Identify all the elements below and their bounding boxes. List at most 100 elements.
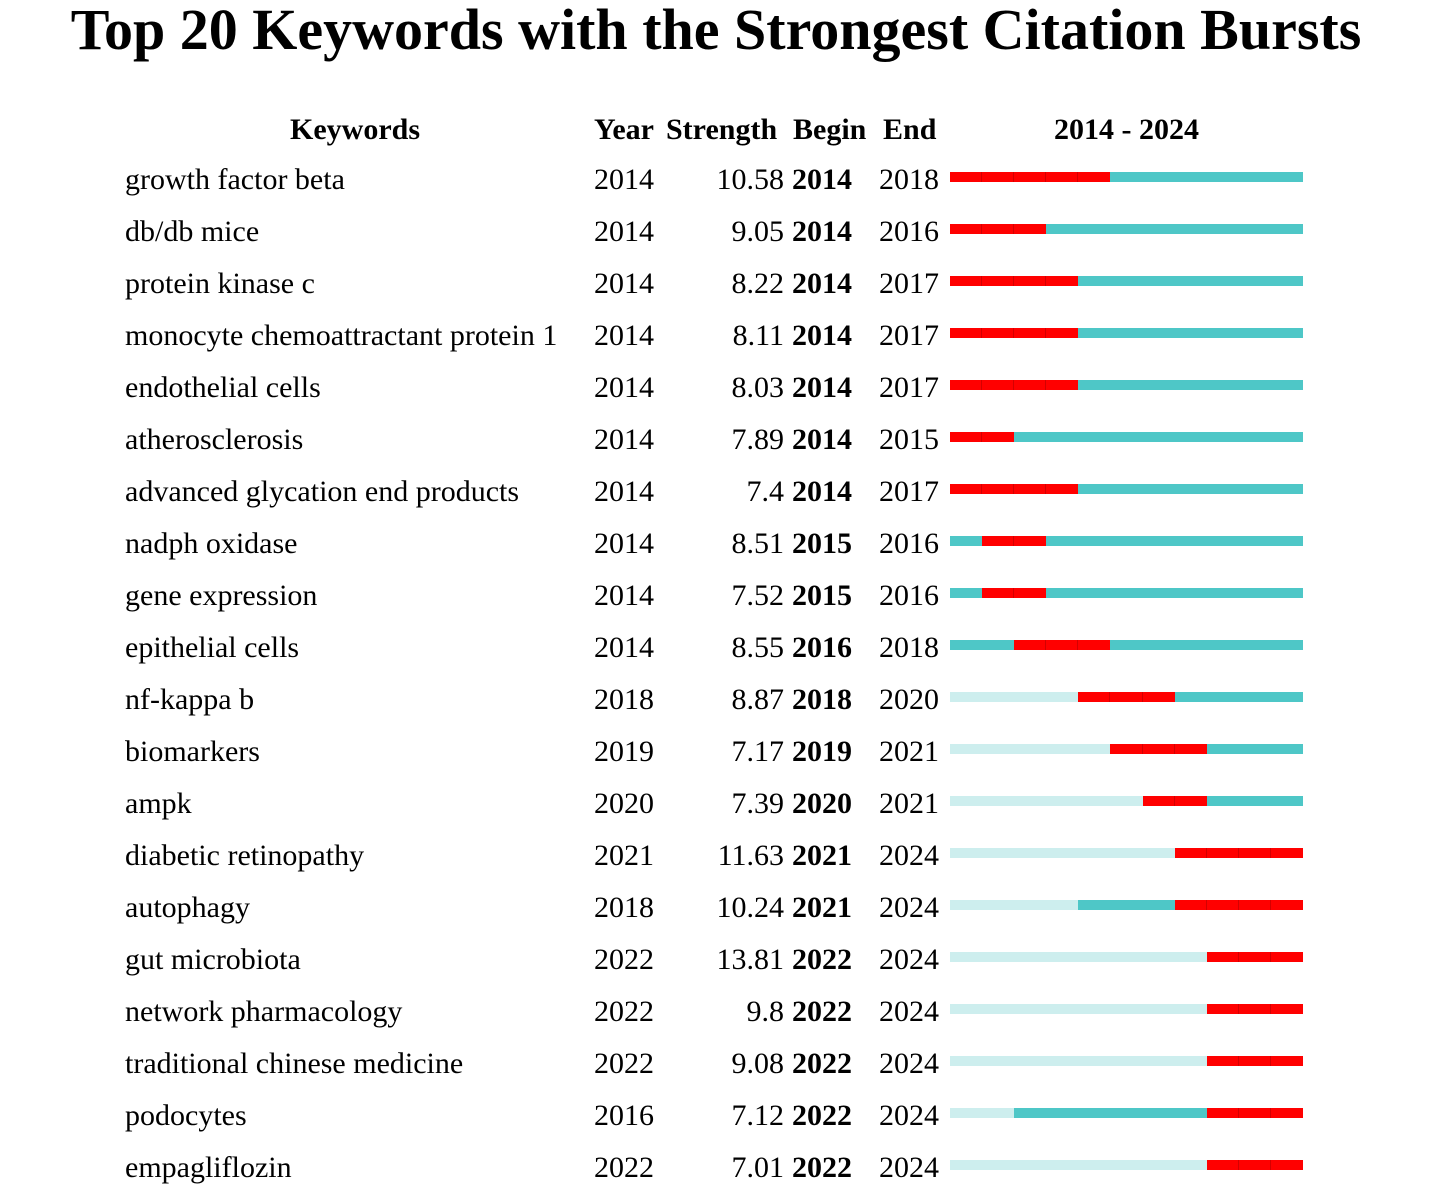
burst-segment	[1014, 328, 1046, 338]
active-segment	[1046, 1108, 1078, 1118]
burst-segment	[1271, 900, 1303, 910]
active-segment	[1175, 224, 1207, 234]
keyword-cell: advanced glycation end products	[125, 475, 520, 508]
active-segment	[1175, 1108, 1207, 1118]
inactive-segment	[1078, 1004, 1110, 1014]
active-segment	[1239, 796, 1271, 806]
begin-cell: 2018	[792, 683, 852, 716]
burst-year-divider	[981, 276, 982, 286]
active-segment	[1239, 276, 1271, 286]
header-range: 2014 - 2024	[1054, 113, 1199, 146]
active-segment	[1239, 744, 1271, 754]
begin-cell: 2022	[792, 1151, 852, 1184]
burst-segment	[982, 172, 1014, 182]
burst-year-divider	[1238, 1108, 1239, 1118]
burst-year-divider	[1270, 1108, 1271, 1118]
year-cell: 2014	[594, 215, 654, 248]
strength-cell: 8.22	[731, 267, 785, 300]
inactive-segment	[1078, 952, 1110, 962]
active-segment	[1110, 328, 1143, 338]
inactive-segment	[1143, 1004, 1175, 1014]
inactive-segment	[1143, 848, 1175, 858]
burst-year-divider	[1109, 692, 1110, 702]
burst-segment	[1014, 588, 1046, 598]
burst-timeline	[950, 172, 1303, 182]
keyword-cell: diabetic retinopathy	[125, 839, 365, 872]
active-segment	[1271, 380, 1303, 390]
table-row: endothelial cells 2014 8.03 2014 2017	[0, 370, 1432, 422]
inactive-segment	[982, 1056, 1014, 1066]
begin-cell: 2019	[792, 735, 852, 768]
inactive-segment	[1046, 796, 1078, 806]
active-segment	[1014, 1108, 1046, 1118]
active-segment	[1078, 432, 1110, 442]
active-segment	[1175, 276, 1207, 286]
active-segment	[1143, 536, 1175, 546]
burst-year-divider	[1142, 744, 1143, 754]
burst-year-divider	[1077, 640, 1078, 650]
active-segment	[1143, 380, 1175, 390]
inactive-segment	[950, 900, 982, 910]
burst-segment	[1239, 848, 1271, 858]
active-segment	[1239, 692, 1271, 702]
year-cell: 2022	[594, 943, 654, 976]
burst-year-divider	[1013, 328, 1014, 338]
active-segment	[1143, 328, 1175, 338]
year-cell: 2018	[594, 891, 654, 924]
year-cell: 2022	[594, 995, 654, 1028]
strength-cell: 8.87	[731, 683, 785, 716]
active-segment	[1175, 536, 1207, 546]
end-cell: 2016	[879, 527, 939, 560]
burst-year-divider	[1013, 224, 1014, 234]
keyword-cell: nf-kappa b	[125, 683, 255, 716]
active-segment	[1110, 224, 1143, 234]
active-segment	[1207, 328, 1239, 338]
inactive-segment	[1046, 692, 1078, 702]
year-cell: 2020	[594, 787, 654, 820]
burst-timeline	[950, 1108, 1303, 1118]
begin-cell: 2014	[792, 163, 852, 196]
strength-cell: 7.89	[731, 423, 785, 456]
active-segment	[1046, 588, 1078, 598]
burst-year-divider	[1270, 1056, 1271, 1066]
burst-segment	[1014, 276, 1046, 286]
inactive-segment	[950, 1160, 982, 1170]
end-cell: 2016	[879, 215, 939, 248]
active-segment	[1271, 484, 1303, 494]
burst-year-divider	[1238, 952, 1239, 962]
end-cell: 2018	[879, 631, 939, 664]
chart-title: Top 20 Keywords with the Strongest Citat…	[70, 0, 1362, 62]
burst-segment	[1207, 1004, 1239, 1014]
keyword-cell: ampk	[125, 787, 192, 820]
active-segment	[1175, 380, 1207, 390]
keyword-cell: autophagy	[125, 891, 250, 924]
burst-segment	[1014, 536, 1046, 546]
burst-segment	[950, 172, 982, 182]
burst-segment	[982, 484, 1014, 494]
active-segment	[1271, 744, 1303, 754]
burst-year-divider	[1238, 900, 1239, 910]
table-row: monocyte chemoattractant protein 1 2014 8.…	[0, 318, 1432, 370]
active-segment	[1271, 276, 1303, 286]
table-row: nf-kappa b 2018 8.87 2018 2020	[0, 682, 1432, 734]
strength-cell: 7.17	[731, 735, 785, 768]
table-row: gut microbiota 2022 13.81 2022 2024	[0, 942, 1432, 994]
begin-cell: 2022	[792, 943, 852, 976]
end-cell: 2017	[879, 319, 939, 352]
burst-timeline	[950, 900, 1303, 910]
table-row: atherosclerosis 2014 7.89 2014 2015	[0, 422, 1432, 474]
table-row: podocytes 2016 7.12 2022 2024	[0, 1098, 1432, 1150]
active-segment	[1271, 432, 1303, 442]
year-cell: 2014	[594, 163, 654, 196]
end-cell: 2017	[879, 267, 939, 300]
inactive-segment	[1175, 1004, 1207, 1014]
active-segment	[1110, 432, 1143, 442]
strength-cell: 8.51	[731, 527, 785, 560]
active-segment	[1207, 380, 1239, 390]
active-segment	[1207, 484, 1239, 494]
strength-cell: 10.58	[716, 163, 785, 196]
strength-cell: 7.01	[731, 1151, 785, 1184]
keyword-cell: empagliflozin	[125, 1151, 292, 1184]
inactive-segment	[1046, 900, 1078, 910]
burst-timeline	[950, 952, 1303, 962]
